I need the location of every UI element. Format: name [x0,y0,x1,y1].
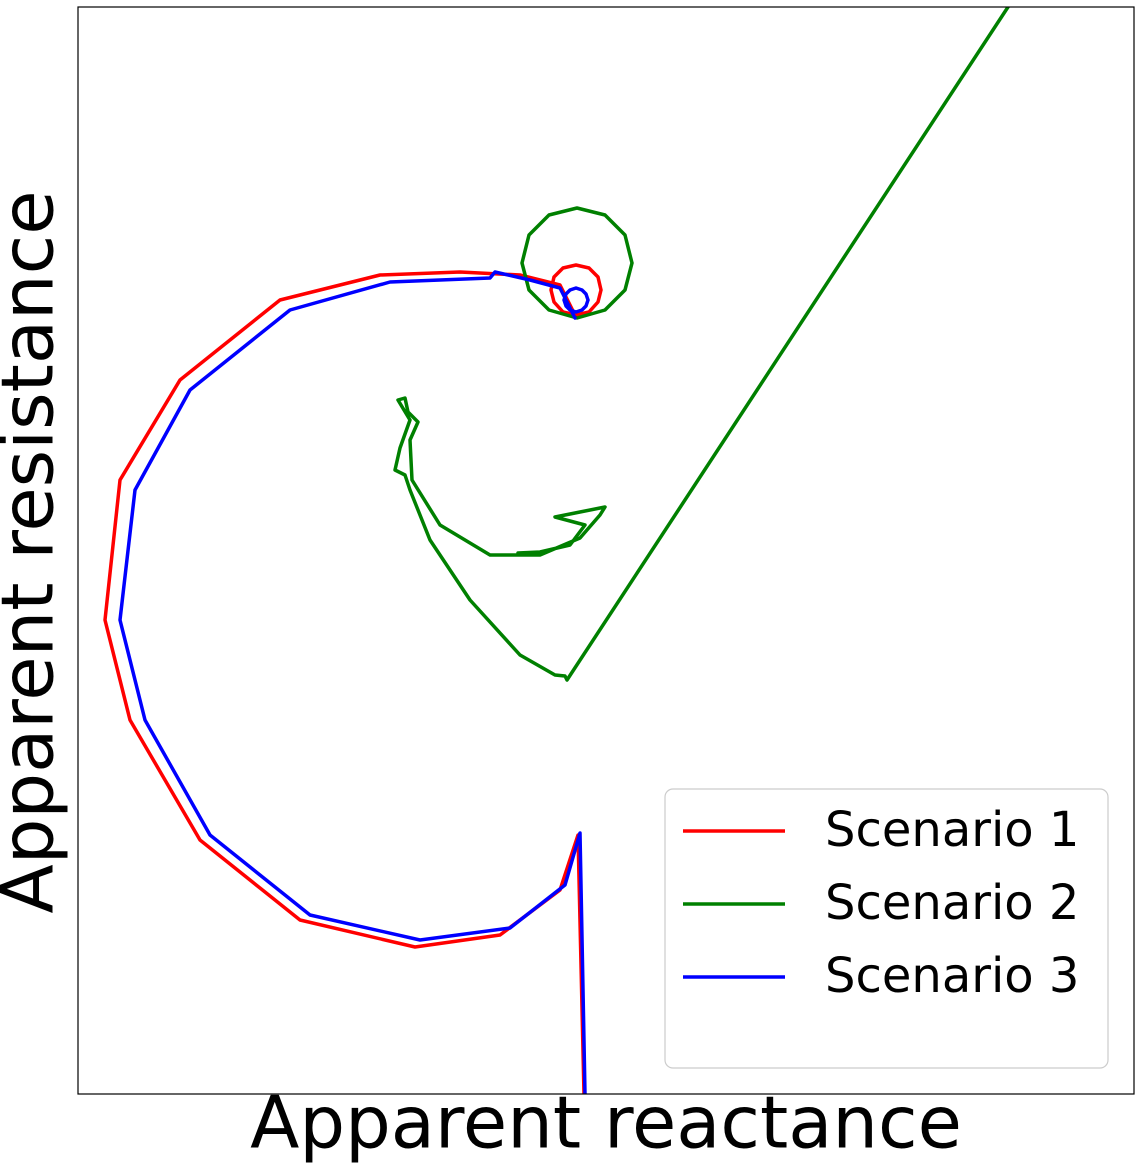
x-axis-label: Apparent reactance [250,1081,962,1165]
plot-frame [77,6,1135,1095]
legend-label: Scenario 3 [825,948,1079,1004]
series-line [393,7,1010,682]
legend-label: Scenario 2 [825,875,1079,931]
legend-label: Scenario 1 [825,802,1079,858]
legend-box [664,788,1109,1069]
series-line [118,270,590,1094]
plot-area [103,7,1010,1094]
legend: Scenario 1 Scenario 2 Scenario 3 [664,788,1109,1069]
y-axis-label: Apparent resistance [0,190,70,913]
